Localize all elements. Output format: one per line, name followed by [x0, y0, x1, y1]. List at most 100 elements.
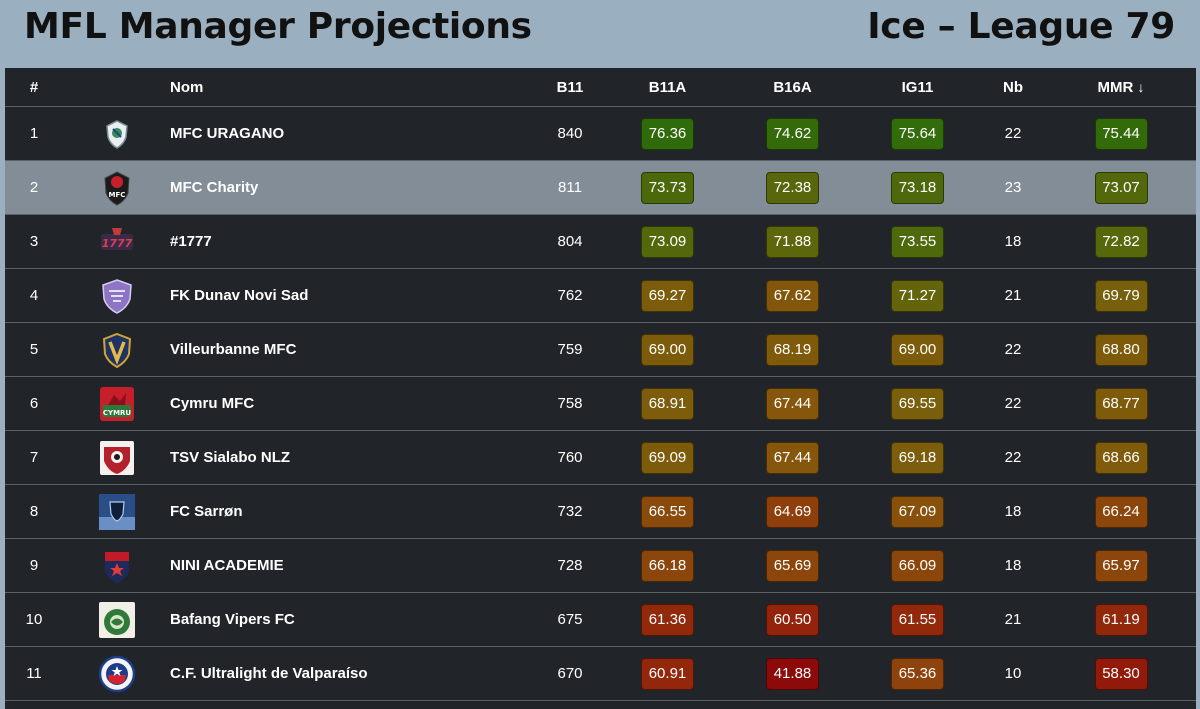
mmr-badge: 58.30: [1094, 657, 1148, 690]
nini-crest-icon: [98, 547, 136, 585]
team-name-cell[interactable]: FC Sarrøn: [170, 484, 535, 539]
col-nb-header[interactable]: Nb: [980, 68, 1046, 107]
b16a-cell: 41.88: [730, 646, 855, 701]
ig11-cell: 73.18: [855, 160, 980, 215]
rank-cell: 8: [5, 484, 63, 539]
b11-cell: 762: [535, 268, 605, 323]
b11-cell: 760: [535, 430, 605, 485]
mmr-cell: 66.24: [1046, 484, 1196, 539]
ig11-badge: 75.64: [891, 117, 944, 150]
b11a-cell: 60.91: [605, 646, 730, 701]
rank-cell: 1: [5, 106, 63, 161]
sarron-crest-icon: [98, 493, 136, 531]
b11-cell: 804: [535, 214, 605, 269]
mmr-badge: 72.82: [1094, 225, 1148, 258]
b11a-cell: 66.55: [605, 484, 730, 539]
team-name-cell[interactable]: TSV Sialabo NLZ: [170, 430, 535, 485]
team-name-cell[interactable]: Cymru MFC: [170, 376, 535, 431]
table-row[interactable]: 6 CYMRU Cymru MFC 758 68.91 67.44 69.55 22 68.77: [5, 376, 1196, 431]
table-row[interactable]: 4 FK Dunav Novi Sad 762 69.27 67.62 71.27 21 69…: [5, 268, 1196, 323]
logo-cell: [63, 430, 170, 485]
table-row[interactable]: 1 MFC URAGANO 840 76.36 74.62 75.64 22 75.44: [5, 106, 1196, 161]
b11a-cell: 73.73: [605, 160, 730, 215]
sialabo-crest-icon: [98, 439, 136, 477]
logo-cell: [63, 646, 170, 701]
table-row[interactable]: 8 FC Sarrøn 732 66.55 64.69 67.09 18 66.24: [5, 484, 1196, 539]
logo-cell: [63, 268, 170, 323]
col-b16a-header[interactable]: B16A: [730, 68, 855, 107]
team-name-cell[interactable]: NINI ACADEMIE: [170, 538, 535, 593]
league-title: Ice – League 79: [867, 6, 1175, 47]
nb-cell: 22: [980, 376, 1046, 431]
table-row[interactable]: 7 TSV Sialabo NLZ 760 69.09 67.44 69.18 22 68.6…: [5, 430, 1196, 485]
b16a-cell: 68.19: [730, 322, 855, 377]
table-row[interactable]: 5 Villeurbanne MFC 759 69.00 68.19 69.00 22 68.…: [5, 322, 1196, 377]
b11a-cell: 69.00: [605, 322, 730, 377]
table-row[interactable]: 3 1777 #1777 804 73.09 71.88 73.55 18 72.82: [5, 214, 1196, 269]
nb-cell: 22: [980, 430, 1046, 485]
table-row[interactable]: 10 Bafang Vipers FC 675 61.36 60.50 61.55 21 61…: [5, 592, 1196, 647]
b11a-badge: 61.36: [641, 603, 694, 636]
ig11-badge: 61.55: [891, 603, 944, 636]
team-name-cell[interactable]: FK Dunav Novi Sad: [170, 268, 535, 323]
b16a-cell: 67.44: [730, 376, 855, 431]
rank-cell: 9: [5, 538, 63, 593]
nb-cell: 18: [980, 538, 1046, 593]
svg-text:MFC: MFC: [108, 191, 125, 199]
mmr-cell: 61.19: [1046, 592, 1196, 647]
b16a-badge: 60.50: [766, 603, 819, 636]
charity-crest-icon: MFC: [98, 169, 136, 207]
col-ig11-header[interactable]: IG11: [855, 68, 980, 107]
mmr-cell: 68.66: [1046, 430, 1196, 485]
logo-cell: [63, 484, 170, 539]
mmr-cell: 65.97: [1046, 538, 1196, 593]
svg-text:1777: 1777: [101, 237, 132, 250]
b16a-badge: 74.62: [766, 117, 819, 150]
nb-cell: 18: [980, 214, 1046, 269]
mmr-badge: 69.79: [1094, 279, 1148, 312]
ig11-badge: 69.18: [891, 441, 944, 474]
dunav-crest-icon: [98, 277, 136, 315]
b16a-badge: 64.69: [766, 495, 819, 528]
mmr-badge: 66.24: [1094, 495, 1148, 528]
team-name-cell[interactable]: MFC URAGANO: [170, 106, 535, 161]
b11-cell: 732: [535, 484, 605, 539]
col-mmr-header[interactable]: MMR ↓: [1046, 68, 1196, 107]
rank-cell: 10: [5, 592, 63, 647]
table-row[interactable]: 11 C.F. Ultralight de Valparaíso 670 60.91 4…: [5, 646, 1196, 701]
1777-crest-icon: 1777: [98, 223, 136, 261]
rank-cell: 7: [5, 430, 63, 485]
page-header: MFL Manager Projections Ice – League 79: [0, 0, 1200, 68]
valparaiso-crest-icon: [98, 655, 136, 693]
col-b11-header[interactable]: B11: [535, 68, 605, 107]
team-name-cell[interactable]: MFC Charity: [170, 160, 535, 215]
logo-cell: 1777: [63, 214, 170, 269]
mmr-cell: 75.44: [1046, 106, 1196, 161]
team-name-cell[interactable]: C.F. Ultralight de Valparaíso: [170, 646, 535, 701]
ig11-badge: 69.00: [891, 333, 944, 366]
table-row[interactable]: 9 NINI ACADEMIE 728 66.18 65.69 66.09 18 65.97: [5, 538, 1196, 593]
nb-cell: 22: [980, 106, 1046, 161]
team-name-cell[interactable]: Villeurbanne MFC: [170, 322, 535, 377]
b11-cell: 675: [535, 592, 605, 647]
table-row[interactable]: 2 MFC MFC Charity 811 73.73 72.38 73.18 23 73.07: [5, 160, 1196, 215]
col-b11a-header[interactable]: B11A: [605, 68, 730, 107]
nb-cell: 10: [980, 646, 1046, 701]
rank-cell: 2: [5, 160, 63, 215]
col-name-header[interactable]: Nom: [170, 68, 535, 107]
col-rank-header[interactable]: #: [5, 68, 63, 107]
b11a-badge: 73.73: [641, 171, 694, 204]
ig11-cell: 75.64: [855, 106, 980, 161]
team-name-cell[interactable]: #1777: [170, 214, 535, 269]
ig11-cell: 71.27: [855, 268, 980, 323]
b11a-badge: 69.00: [641, 333, 694, 366]
col-logo-header: [63, 68, 170, 107]
b16a-badge: 41.88: [766, 657, 819, 690]
b11a-badge: 60.91: [641, 657, 694, 690]
team-name-cell[interactable]: Bafang Vipers FC: [170, 592, 535, 647]
rank-cell: 4: [5, 268, 63, 323]
b16a-cell: 71.88: [730, 214, 855, 269]
ig11-cell: 69.00: [855, 322, 980, 377]
b11-cell: 670: [535, 646, 605, 701]
b11-cell: 811: [535, 160, 605, 215]
